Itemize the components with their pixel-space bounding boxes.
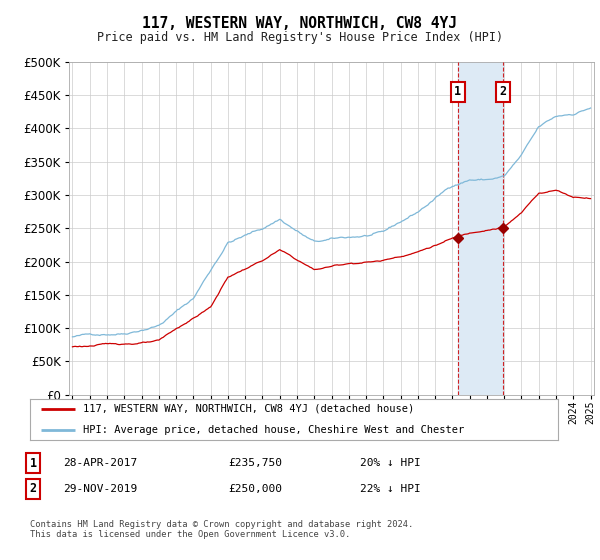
Text: £250,000: £250,000 [228,484,282,494]
Text: 28-APR-2017: 28-APR-2017 [63,458,137,468]
Text: 2: 2 [29,482,37,496]
Text: Price paid vs. HM Land Registry's House Price Index (HPI): Price paid vs. HM Land Registry's House … [97,31,503,44]
Text: £235,750: £235,750 [228,458,282,468]
Text: 22% ↓ HPI: 22% ↓ HPI [360,484,421,494]
Text: 2: 2 [499,85,506,98]
Text: 1: 1 [454,85,461,98]
Text: 1: 1 [29,456,37,470]
Text: 117, WESTERN WAY, NORTHWICH, CW8 4YJ (detached house): 117, WESTERN WAY, NORTHWICH, CW8 4YJ (de… [83,404,414,413]
Text: 20% ↓ HPI: 20% ↓ HPI [360,458,421,468]
Text: HPI: Average price, detached house, Cheshire West and Chester: HPI: Average price, detached house, Ches… [83,425,464,435]
Text: 117, WESTERN WAY, NORTHWICH, CW8 4YJ: 117, WESTERN WAY, NORTHWICH, CW8 4YJ [143,16,458,31]
Text: Contains HM Land Registry data © Crown copyright and database right 2024.
This d: Contains HM Land Registry data © Crown c… [30,520,413,539]
Text: 29-NOV-2019: 29-NOV-2019 [63,484,137,494]
Bar [458,62,503,395]
